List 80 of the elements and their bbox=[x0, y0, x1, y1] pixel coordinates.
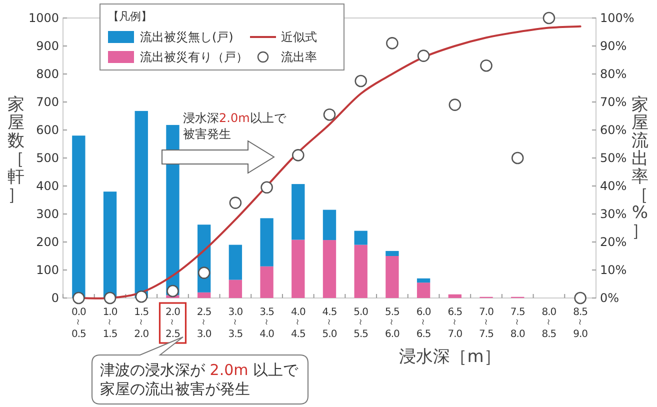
bar bbox=[354, 244, 368, 298]
y-tick-label: 100 bbox=[36, 263, 59, 277]
legend-title: 【凡例】 bbox=[108, 10, 152, 23]
y2-tick-label: 0% bbox=[600, 291, 620, 305]
bar bbox=[416, 278, 430, 283]
y-tick-label: 300 bbox=[36, 207, 59, 221]
annotation: 浸水深2.0m以上で bbox=[183, 111, 287, 125]
y-tick-label: 0 bbox=[51, 291, 59, 305]
bar bbox=[134, 110, 148, 298]
legend-label: 近似式 bbox=[281, 30, 317, 44]
y-tick-label: 500 bbox=[36, 151, 59, 165]
y-tick-label: 200 bbox=[36, 235, 59, 249]
bar bbox=[386, 256, 399, 298]
text: 家屋の流出被害が発生 bbox=[100, 380, 250, 398]
bar bbox=[292, 184, 305, 240]
y-tick-label: 1000 bbox=[28, 11, 59, 25]
point bbox=[260, 181, 273, 194]
y2-tick-label: 80% bbox=[600, 67, 627, 81]
legend-label: 流出被災有り（戸） bbox=[140, 50, 248, 64]
legend-label: 流出被災無し(戸) bbox=[140, 30, 234, 44]
bar bbox=[260, 218, 274, 266]
point bbox=[72, 292, 85, 304]
y2-tick-label: 40% bbox=[600, 179, 627, 193]
bar bbox=[322, 240, 336, 298]
bar bbox=[103, 192, 117, 298]
y2-axis-title: 家屋流出率［%］ bbox=[632, 95, 648, 241]
y2-tick-label: 60% bbox=[600, 123, 627, 137]
x-tick-label: 0.0～0.5 bbox=[71, 307, 86, 340]
x-tick-label: 4.0～4.5 bbox=[290, 307, 306, 340]
x-axis-title: 浸水深［m］ bbox=[399, 347, 501, 367]
x-tick-label: 8.0～8.5 bbox=[542, 307, 556, 340]
x-tick-label: 5.0～5.5 bbox=[354, 307, 368, 340]
bar bbox=[260, 266, 274, 298]
y-tick-label: 900 bbox=[36, 39, 59, 53]
bar bbox=[322, 210, 336, 240]
x-tick-label: 3.0～3.5 bbox=[228, 307, 243, 340]
point bbox=[166, 284, 179, 298]
point bbox=[417, 50, 430, 62]
bar bbox=[198, 292, 211, 298]
x-tick-label: 2.0～2.5 bbox=[166, 307, 180, 340]
y2-tick-label: 90% bbox=[600, 39, 627, 53]
point bbox=[135, 290, 148, 303]
bar bbox=[292, 240, 305, 298]
y-axis-title: 家屋数［軒］ bbox=[8, 95, 24, 205]
x-tick-label: 8.5～9.0 bbox=[573, 307, 588, 340]
y-tick-label: 800 bbox=[36, 67, 59, 81]
point bbox=[574, 292, 586, 304]
y2-tick-label: 30% bbox=[600, 207, 627, 221]
point bbox=[198, 266, 210, 279]
bar bbox=[72, 136, 86, 298]
y2-tick-label: 20% bbox=[600, 235, 627, 249]
bar bbox=[448, 294, 462, 298]
bar bbox=[228, 244, 242, 280]
x-tick-label: 1.0～1.5 bbox=[102, 307, 118, 340]
bar bbox=[354, 230, 368, 245]
y2-tick-label: 100% bbox=[600, 11, 634, 25]
point bbox=[292, 149, 304, 162]
bar bbox=[386, 250, 399, 256]
x-tick-label: 7.0～7.5 bbox=[479, 307, 494, 340]
y2-tick-label: 10% bbox=[600, 263, 627, 277]
bar bbox=[228, 280, 242, 298]
x-tick-label: 5.5～6.0 bbox=[385, 307, 400, 340]
point bbox=[542, 12, 556, 24]
x-tick-label: 1.5～2.0 bbox=[134, 307, 149, 340]
x-tick-label: 2.5～3.0 bbox=[196, 307, 212, 340]
x-tick-label: 6.0～6.5 bbox=[416, 307, 431, 340]
y-tick-label: 400 bbox=[36, 179, 59, 193]
y2-tick-label: 70% bbox=[600, 95, 627, 109]
point bbox=[104, 292, 116, 304]
x-tick-label: 6.5～7.0 bbox=[448, 307, 462, 340]
text: 津波の浸水深が 2.0m 以上で bbox=[100, 361, 300, 379]
x-tick-label: 7.5～8.0 bbox=[510, 307, 525, 340]
legend-label: 流出率 bbox=[281, 50, 317, 64]
x-tick-label: 4.5～5.0 bbox=[322, 307, 337, 340]
bar bbox=[416, 282, 430, 298]
y-tick-label: 600 bbox=[36, 123, 59, 137]
y2-tick-label: 50% bbox=[600, 151, 627, 165]
x-tick-label: 3.5～4.0 bbox=[260, 307, 274, 340]
annotation: 被害発生 bbox=[183, 127, 231, 141]
y-tick-label: 700 bbox=[36, 95, 59, 109]
